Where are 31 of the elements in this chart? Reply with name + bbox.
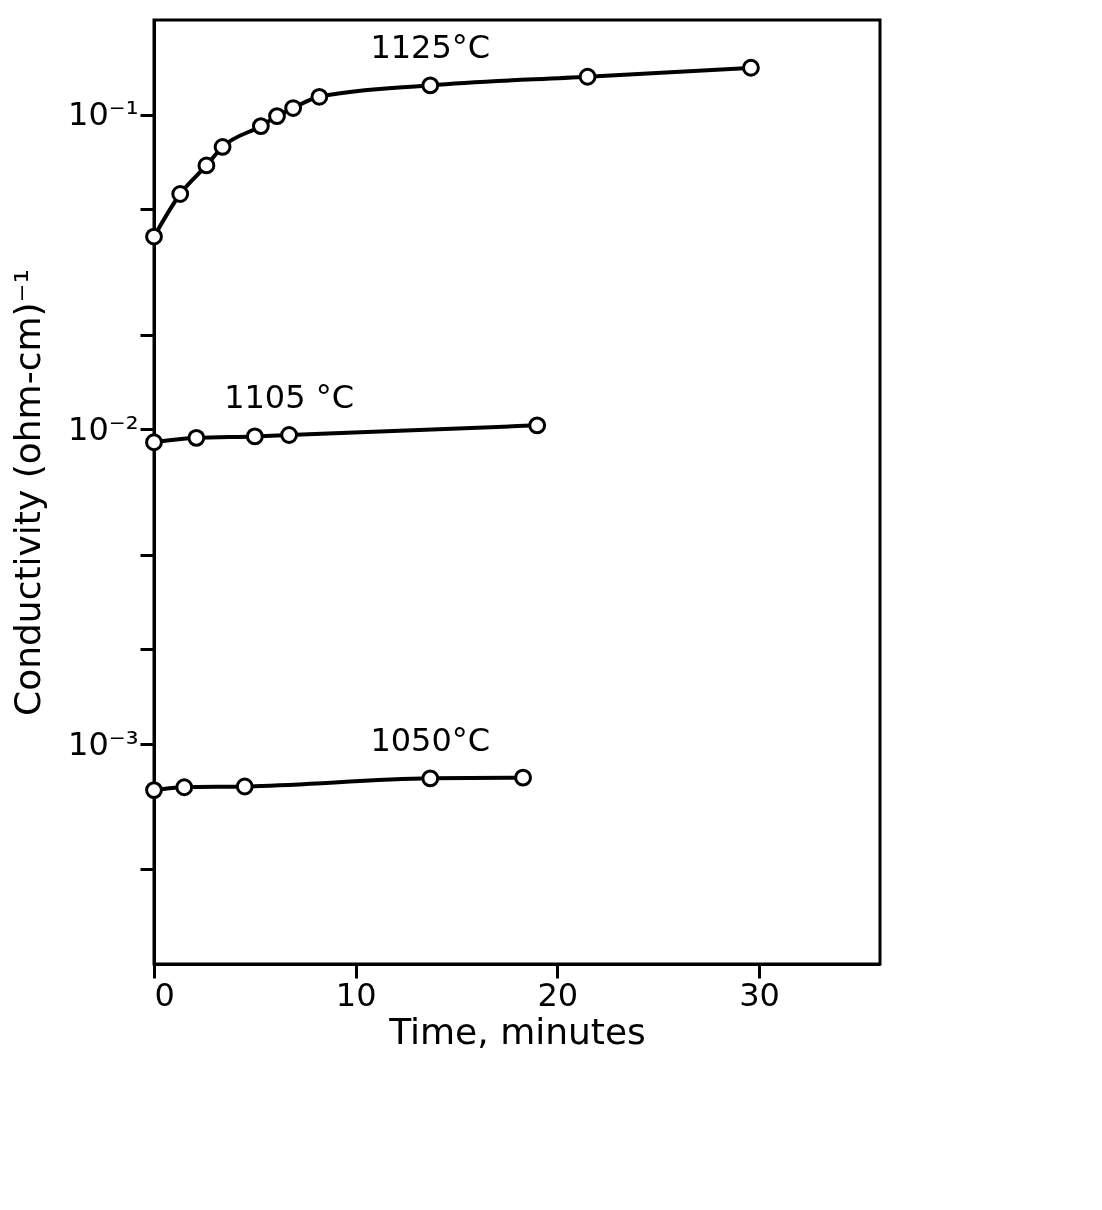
point xyxy=(251,117,270,136)
series-label: 1125°C xyxy=(370,28,491,67)
point xyxy=(145,227,163,246)
point xyxy=(578,67,597,86)
point xyxy=(245,427,264,446)
point xyxy=(171,185,190,203)
y-tick-label: 10⁻³ xyxy=(68,724,139,763)
point xyxy=(742,58,760,77)
point xyxy=(284,99,303,117)
point xyxy=(187,428,206,447)
point xyxy=(145,781,163,799)
x-tick-label: 10 xyxy=(335,975,377,1014)
point xyxy=(421,769,440,788)
series-label: 1105 °C xyxy=(224,377,355,416)
point xyxy=(421,76,440,95)
point xyxy=(145,433,163,452)
point xyxy=(197,156,216,175)
point xyxy=(175,778,194,797)
point xyxy=(310,87,329,106)
point xyxy=(528,416,547,435)
point xyxy=(235,777,254,796)
y-tick-label: 10⁻² xyxy=(68,409,139,448)
y-axis-title: Conductivity (ohm-cm)⁻¹ xyxy=(7,268,49,717)
point xyxy=(514,768,532,787)
x-tick-label: 30 xyxy=(739,975,780,1014)
x-tick-label: 0 xyxy=(154,975,175,1014)
point xyxy=(213,138,232,156)
point xyxy=(280,426,299,444)
series-label: 1050°C xyxy=(370,721,491,760)
point xyxy=(268,107,286,125)
y-tick-label: 10⁻¹ xyxy=(68,95,139,134)
